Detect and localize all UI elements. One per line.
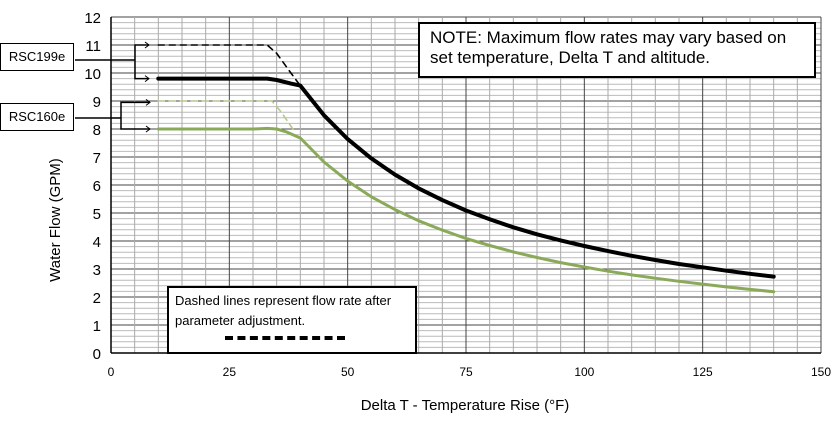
note-box: NOTE: Maximum flow rates may vary based … (418, 22, 816, 78)
dashed-legend-text: Dashed lines represent flow rate after p… (175, 293, 392, 328)
y-tick-label: 7 (93, 150, 101, 167)
y-tick-label: 1 (93, 318, 101, 335)
bracket-arrowhead (144, 41, 150, 82)
dashed-line-sample (225, 336, 345, 340)
y-tick-label: 10 (84, 66, 101, 83)
y-tick-label: 4 (93, 234, 101, 251)
y-tick-label: 3 (93, 262, 101, 279)
x-tick-label: 150 (811, 365, 831, 379)
y-tick-label: 8 (93, 122, 101, 139)
series-lines (156, 44, 776, 294)
label-rsc160e: RSC160e (0, 103, 74, 131)
x-tick-label: 50 (341, 365, 355, 379)
y-tick-label: 12 (84, 10, 101, 27)
y-tick-label: 0 (93, 346, 101, 363)
series-rsc160e-adjusted (157, 100, 297, 134)
series-brackets (75, 41, 151, 133)
y-tick-label: 2 (93, 290, 101, 307)
y-tick-label: 5 (93, 206, 101, 223)
series-rsc160e (156, 126, 776, 294)
x-tick-label: 0 (108, 365, 115, 379)
bracket-connector (75, 101, 150, 130)
x-tick-label: 25 (223, 365, 237, 379)
bracket-arrowhead (145, 99, 151, 133)
x-tick-label: 100 (574, 365, 594, 379)
dashed-legend-box: Dashed lines represent flow rate after p… (167, 286, 417, 354)
bracket-connector (75, 44, 149, 80)
label-rsc199e: RSC199e (0, 43, 74, 71)
y-tick-label: 11 (85, 38, 101, 55)
x-tick-label: 125 (693, 365, 713, 379)
x-tick-label: 75 (459, 365, 473, 379)
x-axis-label: Delta T - Temperature Rise (°F) (361, 397, 570, 414)
series-rsc199e-adjusted (157, 44, 302, 87)
y-axis-label: Water Flow (GPM) (47, 158, 64, 282)
y-tick-label: 9 (93, 94, 101, 111)
series-rsc199e (156, 76, 776, 279)
y-tick-label: 6 (93, 178, 101, 195)
